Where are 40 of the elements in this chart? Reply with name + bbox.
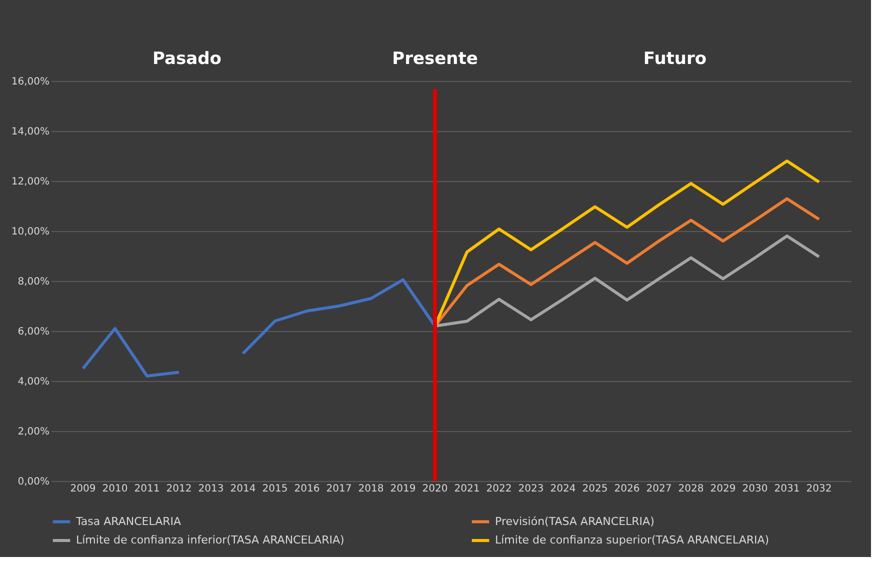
- legend-label: Tasa ARANCELARIA: [75, 514, 182, 528]
- y-tick-label: 4,00%: [18, 376, 50, 388]
- text: Futuro: [643, 49, 707, 69]
- y-tick-label: 2,00%: [18, 426, 50, 438]
- x-tick-label: 2010: [102, 484, 128, 494]
- x-tick-label: 2021: [454, 484, 480, 494]
- x-tick-label: 2013: [198, 484, 224, 494]
- y-tick-label: 12,00%: [11, 176, 50, 188]
- legend-label: Previsión(TASA ARANCELRIA): [495, 514, 654, 528]
- y-tick-label: 8,00%: [18, 276, 50, 288]
- x-tick-label: 2023: [518, 484, 544, 494]
- text: Pasado: [152, 49, 222, 69]
- y-tick-label: 16,00%: [11, 76, 50, 88]
- x-tick-label: 2029: [710, 484, 736, 494]
- x-tick-label: 2024: [550, 484, 576, 494]
- y-tick-label: 6,00%: [18, 326, 50, 338]
- y-tick-label: 10,00%: [11, 226, 50, 238]
- x-tick-label: 2026: [614, 484, 640, 494]
- x-tick-label: 2019: [390, 484, 416, 494]
- ref-line-label: Presente: [392, 49, 478, 69]
- x-tick-label: 2011: [134, 484, 160, 494]
- x-tick-label: 2032: [806, 484, 832, 494]
- x-tick-label: 2027: [646, 484, 672, 494]
- x-tick-label: 2022: [486, 484, 512, 494]
- x-tick-label: 2014: [230, 484, 256, 494]
- x-tick-label: 2015: [262, 484, 288, 494]
- legend-label: Límite de confianza inferior(TASA ARANCELARIA): [76, 534, 344, 546]
- x-tick-label: 2025: [582, 484, 608, 494]
- x-tick-label: 2017: [326, 484, 352, 494]
- x-tick-label: 2016: [294, 484, 320, 494]
- x-tick-label: 2009: [70, 484, 96, 494]
- x-tick-label: 2028: [678, 484, 704, 494]
- x-tick-label: 2020: [422, 484, 448, 494]
- y-tick-label: 14,00%: [11, 126, 50, 138]
- x-tick-label: 2030: [742, 484, 768, 494]
- x-tick-label: 2031: [774, 484, 800, 494]
- x-tick-label: 2018: [358, 484, 384, 494]
- legend-label: Límite de confianza superior(TASA ARANCELARIA): [495, 534, 770, 546]
- y-tick-label: 0,00%: [18, 476, 50, 488]
- x-tick-label: 2012: [166, 484, 192, 494]
